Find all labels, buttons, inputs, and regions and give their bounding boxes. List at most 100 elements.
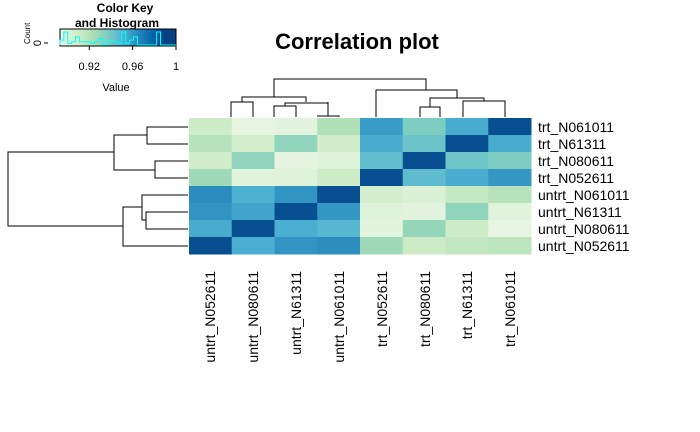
- heatmap-cell: [189, 203, 233, 221]
- heatmap-cell: [360, 152, 404, 170]
- heatmap-cell: [360, 135, 404, 153]
- color-key-swatch: [148, 29, 151, 46]
- color-key-swatch: [82, 29, 85, 46]
- heatmap-cell: [317, 152, 361, 170]
- heatmap-cell: [189, 237, 233, 255]
- color-key-swatch: [156, 29, 159, 46]
- column-label: trt_N052611: [374, 271, 390, 347]
- color-key-swatch: [72, 29, 75, 46]
- color-key-swatch: [68, 29, 71, 46]
- heatmap-cell: [317, 169, 361, 187]
- color-key-title-line-2: and Histogram: [75, 16, 159, 30]
- heatmap-cell: [488, 152, 532, 170]
- color-key-tick-label: 1: [173, 61, 179, 73]
- heatmap-cell: [360, 220, 404, 238]
- heatmap-cell: [488, 237, 532, 255]
- color-key-count-tick: 0: [32, 40, 44, 46]
- column-label: untrt_N052611: [202, 271, 218, 363]
- column-label: trt_N080611: [417, 271, 433, 347]
- heatmap-cell: [231, 203, 275, 221]
- heatmap-cell: [445, 135, 489, 153]
- heatmap-cell: [402, 135, 446, 153]
- heatmap-cell: [360, 237, 404, 255]
- heatmap-cell: [317, 220, 361, 238]
- column-dendrogram: [230, 78, 506, 117]
- color-key-swatch: [62, 29, 65, 46]
- color-key-swatch: [172, 29, 175, 46]
- color-key-swatch: [110, 29, 113, 46]
- heatmap-cell: [274, 203, 318, 221]
- heatmap-cell: [402, 203, 446, 221]
- color-key-ticks: 0.92 0.96 1: [79, 46, 179, 73]
- color-key-count-label: Count: [23, 22, 32, 44]
- color-key-swatch: [170, 29, 173, 46]
- color-key-swatch: [86, 29, 89, 46]
- heatmap-cell: [360, 169, 404, 187]
- heatmap-cell: [274, 118, 318, 136]
- heatmap-cell: [274, 152, 318, 170]
- color-key-swatch: [104, 29, 107, 46]
- color-key-swatch: [124, 29, 127, 46]
- color-key-tick-label: 0.92: [79, 61, 100, 73]
- color-key-swatch: [138, 29, 141, 46]
- heatmap-cell: [274, 135, 318, 153]
- heatmap-cell: [189, 169, 233, 187]
- heatmap-cell: [189, 186, 233, 204]
- heatmap-cell: [488, 186, 532, 204]
- color-key: Color Key and Histogram Count 0 0.92 0.96…: [23, 1, 179, 94]
- color-key-swatch: [160, 29, 163, 46]
- color-key-swatch: [120, 29, 123, 46]
- color-key-swatch: [106, 29, 109, 46]
- heatmap-cell: [360, 186, 404, 204]
- color-key-swatch: [140, 29, 143, 46]
- column-label: untrt_N080611: [245, 271, 261, 363]
- heatmap-cell: [402, 152, 446, 170]
- row-label: trt_N052611: [538, 170, 614, 186]
- color-key-swatch: [116, 29, 119, 46]
- color-key-swatch: [146, 29, 149, 46]
- heatmap-cell: [445, 203, 489, 221]
- heatmap-cell: [360, 203, 404, 221]
- row-label: untrt_N61311: [538, 204, 622, 220]
- color-key-swatch: [114, 29, 117, 46]
- color-key-value-label: Value: [102, 82, 129, 94]
- color-key-swatch: [92, 29, 95, 46]
- column-label: untrt_N61311: [288, 271, 304, 355]
- color-key-swatch: [122, 29, 125, 46]
- color-key-swatch: [174, 29, 177, 46]
- color-key-swatch: [158, 29, 161, 46]
- heatmap-cell: [189, 118, 233, 136]
- color-key-swatch: [70, 29, 73, 46]
- color-key-swatch: [64, 29, 67, 46]
- heatmap-cell: [488, 135, 532, 153]
- color-key-swatch: [162, 29, 165, 46]
- heatmap-cell: [488, 220, 532, 238]
- heatmap-cell: [445, 118, 489, 136]
- row-label: trt_N080611: [538, 153, 614, 169]
- heatmap-cell: [445, 169, 489, 187]
- heatmap-cell: [231, 220, 275, 238]
- color-key-swatch: [90, 29, 93, 46]
- heatmap-cell: [402, 186, 446, 204]
- column-label: trt_N061011: [502, 271, 518, 347]
- color-key-swatch: [118, 29, 121, 46]
- heatmap-cell: [231, 169, 275, 187]
- color-key-swatch: [168, 29, 171, 46]
- heatmap-cell: [402, 237, 446, 255]
- row-label: untrt_N052611: [538, 238, 630, 254]
- heatmap-cell: [402, 220, 446, 238]
- color-key-frame: [59, 28, 177, 47]
- heatmap-cell: [445, 186, 489, 204]
- heatmap-cell: [317, 237, 361, 255]
- heatmap-cell: [274, 169, 318, 187]
- column-label: trt_N61311: [459, 271, 475, 339]
- color-key-title-line-1: Color Key: [97, 1, 154, 15]
- color-key-histogram: [59, 31, 176, 46]
- heatmap-cell: [274, 186, 318, 204]
- color-key-swatch: [112, 29, 115, 46]
- heatmap-cell: [317, 118, 361, 136]
- color-key-swatch: [166, 29, 169, 46]
- heatmap-cell: [231, 135, 275, 153]
- heatmap-cell: [402, 118, 446, 136]
- color-key-swatch: [102, 29, 105, 46]
